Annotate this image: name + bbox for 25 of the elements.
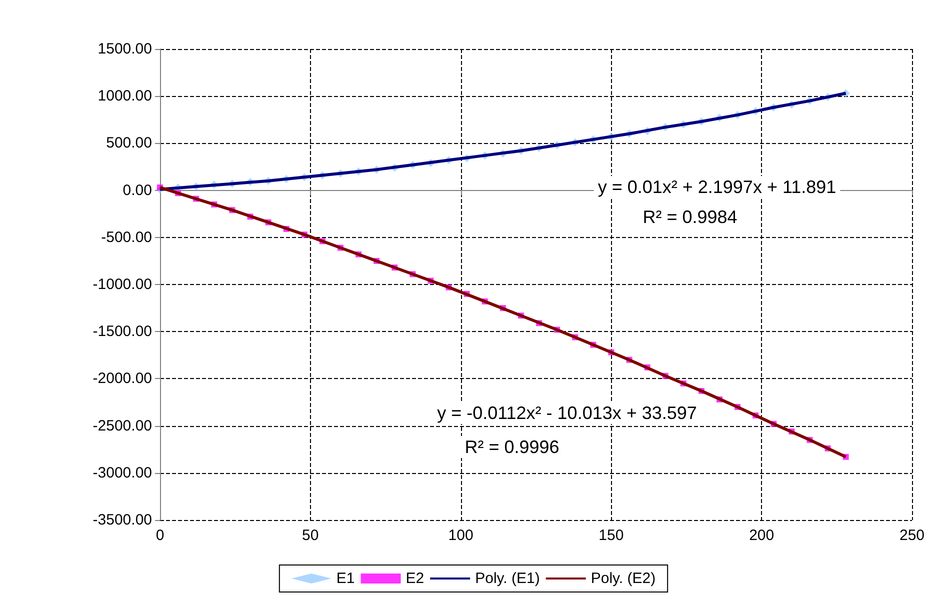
y-tick-label: 1500.00 [98,40,152,58]
x-tick-label: 200 [749,527,774,544]
y-tick-label: 1000.00 [98,88,152,105]
x-tick-label: 50 [302,527,319,544]
annotation: y = -0.0112x² - 10.013x + 33.597 [437,403,697,423]
legend-label: Poly. (E2) [590,570,656,587]
y-tick-label: -1000.00 [92,276,152,293]
annotation: R² = 0.9984 [642,207,738,227]
y-tick-label: -500.00 [101,228,152,246]
y-tick-label: -3500.00 [92,512,152,528]
y-tick-label: 500.00 [106,134,152,152]
y-tick-label: -2000.00 [92,370,152,388]
x-tick-label: 150 [598,527,624,544]
x-tick-label: 100 [448,527,474,544]
legend-label: E2 [406,570,424,587]
y-tick-label: 0.00 [122,182,152,199]
y-tick-label: -1500.00 [92,323,152,340]
x-tick-label: 250 [899,527,925,544]
legend-label: Poly. (E1) [475,570,540,587]
x-tick-label: 0 [156,527,164,544]
legend-label: E1 [336,570,355,587]
y-tick-label: -2500.00 [92,417,152,434]
y-tick-label: -3000.00 [92,464,152,482]
annotation: y = 0.01x² + 2.1997x + 11.891 [598,177,836,197]
annotation: R² = 0.9996 [464,437,560,457]
